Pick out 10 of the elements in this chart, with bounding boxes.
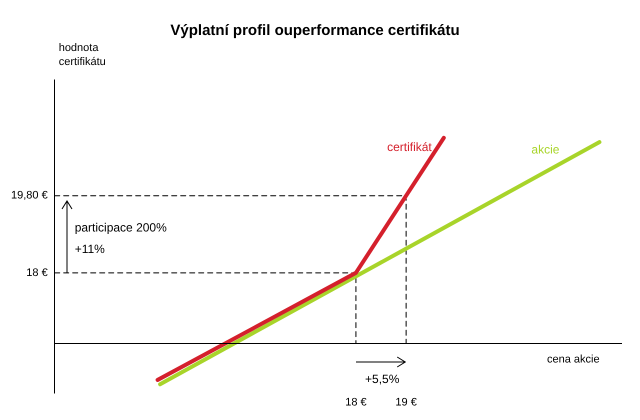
annotation: +5,5% [365,372,400,386]
x-axis-title: cena akcie [547,354,600,366]
chart-title: Výplatní profil ouperformance certifikátu [170,22,460,40]
y-axis-title: hodnota certifikátu [58,42,106,68]
annotation: participace 200% [74,220,168,234]
annotation: +11% [74,242,106,256]
series-label: akcie [531,142,560,156]
x-tick-label: 19 € [395,396,417,408]
series-label: certifikát [387,140,432,154]
y-tick-label: 19,80 € [11,190,48,202]
